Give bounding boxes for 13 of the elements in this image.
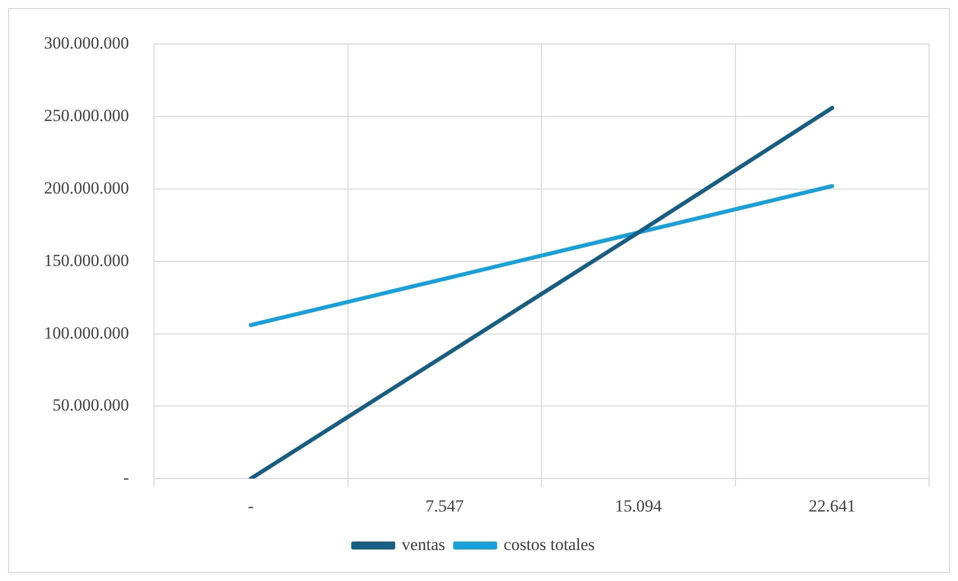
x-tick-label: - xyxy=(248,496,254,516)
y-tick-label: 150.000.000 xyxy=(44,250,129,270)
y-tick-label: 250.000.000 xyxy=(44,106,129,126)
y-tick-label: 300.000.000 xyxy=(44,34,129,53)
legend-label: costos totales xyxy=(504,534,595,554)
x-tick-label: 15.094 xyxy=(615,496,662,516)
y-tick-label: - xyxy=(123,468,130,488)
y-tick-label: 50.000.000 xyxy=(52,396,129,415)
y-tick-label: 100.000.000 xyxy=(44,323,129,342)
legend-label: ventas xyxy=(402,534,446,554)
x-tick-label: 22.641 xyxy=(808,496,856,516)
y-tick-label: 200.000.000 xyxy=(44,178,129,198)
x-tick-label: 7.547 xyxy=(426,496,464,516)
